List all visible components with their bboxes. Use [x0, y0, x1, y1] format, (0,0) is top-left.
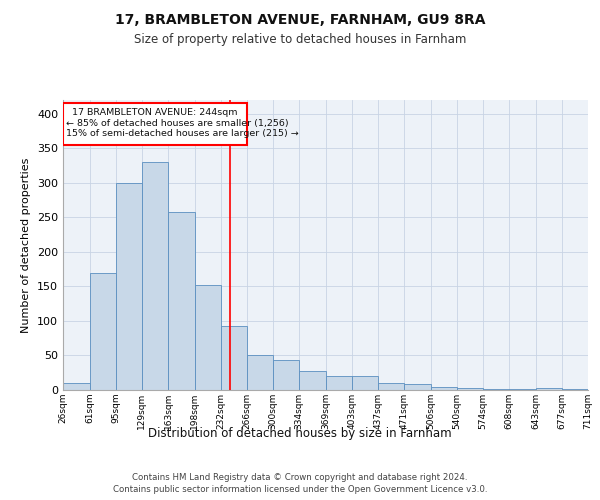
Bar: [195, 285, 221, 390]
Bar: [536, 388, 562, 390]
Bar: [63, 383, 90, 390]
Bar: [116, 183, 142, 390]
Text: Contains HM Land Registry data © Crown copyright and database right 2024.
Contai: Contains HM Land Registry data © Crown c…: [113, 472, 487, 494]
Bar: [457, 388, 483, 390]
Text: 17 BRAMBLETON AVENUE: 244sqm: 17 BRAMBLETON AVENUE: 244sqm: [72, 108, 238, 116]
Text: Distribution of detached houses by size in Farnham: Distribution of detached houses by size …: [148, 428, 452, 440]
Text: 15% of semi-detached houses are larger (215) →: 15% of semi-detached houses are larger (…: [66, 129, 299, 138]
Bar: [168, 212, 195, 390]
Bar: [63, 104, 247, 145]
Text: ← 85% of detached houses are smaller (1,256): ← 85% of detached houses are smaller (1,…: [66, 118, 289, 128]
Text: Size of property relative to detached houses in Farnham: Size of property relative to detached ho…: [134, 32, 466, 46]
Bar: [404, 384, 431, 390]
Text: 17, BRAMBLETON AVENUE, FARNHAM, GU9 8RA: 17, BRAMBLETON AVENUE, FARNHAM, GU9 8RA: [115, 12, 485, 26]
Bar: [378, 383, 404, 390]
Bar: [90, 272, 116, 390]
Bar: [352, 376, 378, 390]
Bar: [299, 372, 326, 390]
Bar: [326, 376, 352, 390]
Bar: [273, 360, 299, 390]
Y-axis label: Number of detached properties: Number of detached properties: [22, 158, 31, 332]
Bar: [247, 356, 273, 390]
Bar: [431, 386, 457, 390]
Bar: [221, 326, 247, 390]
Bar: [142, 162, 168, 390]
Bar: [483, 388, 509, 390]
